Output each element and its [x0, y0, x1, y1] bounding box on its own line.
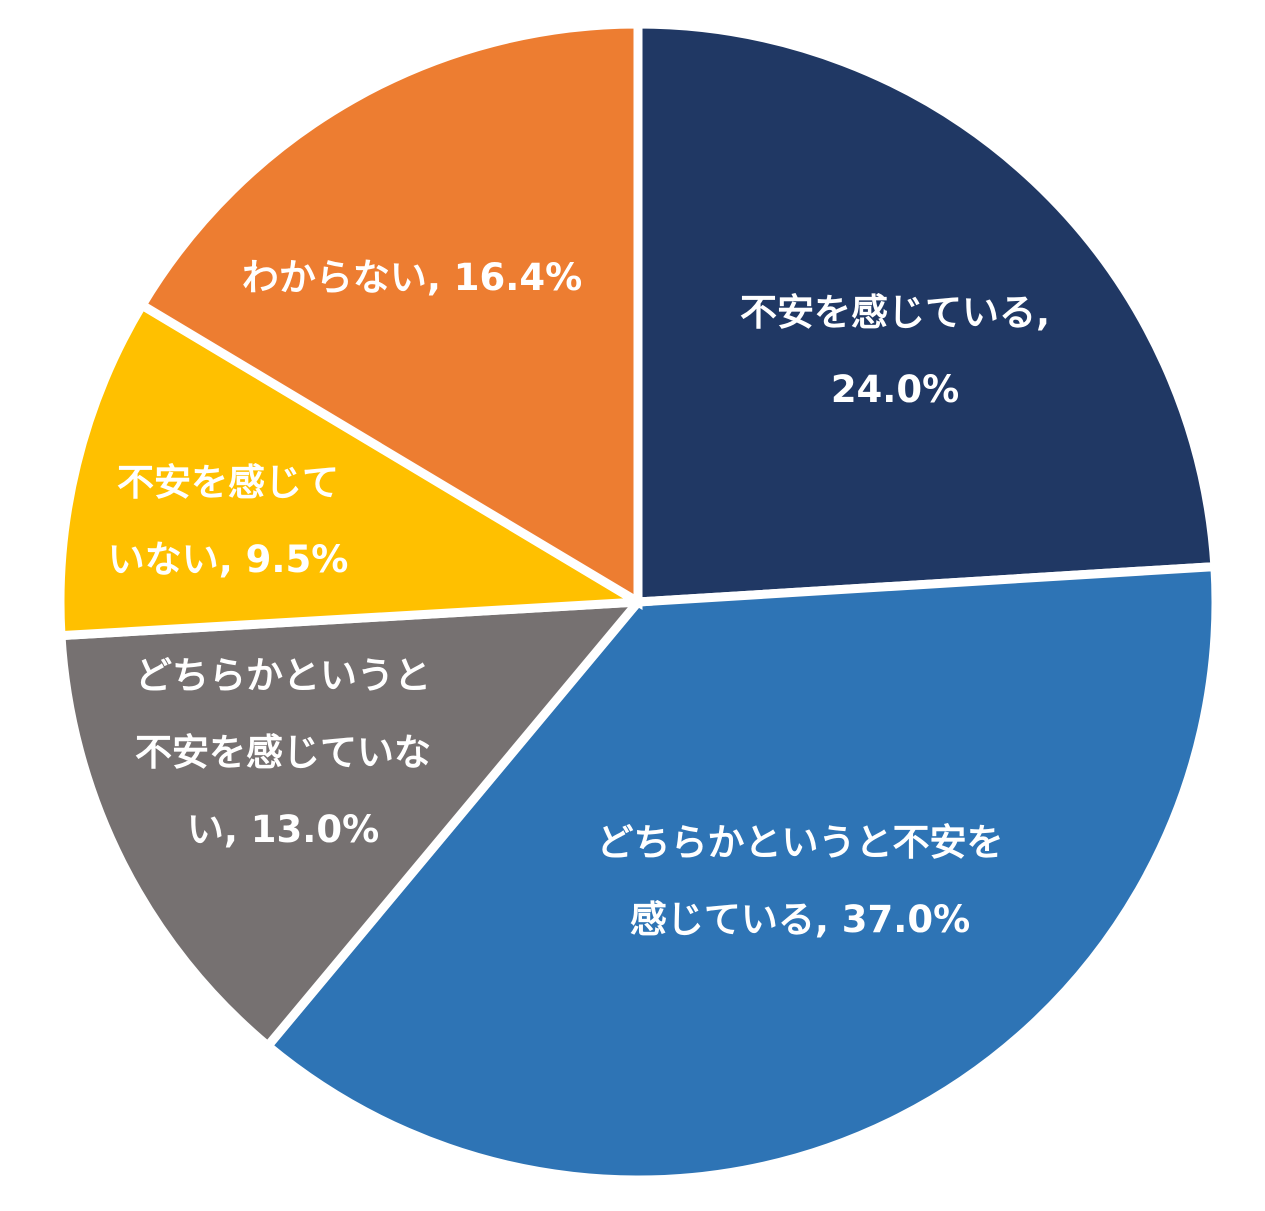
slice-label-1: 不安を感じている, 24.0%	[740, 291, 1050, 411]
slice-label-line: 不安を感じて	[117, 461, 339, 504]
pie-slice-2	[261, 561, 1221, 1185]
slice-label-line: 感じている, 37.0%	[630, 898, 970, 941]
pie-slice-4	[55, 298, 653, 641]
pie-slice-5	[135, 19, 643, 610]
pie-slices	[55, 19, 1221, 1185]
slice-label-line: どちらかというと	[135, 654, 431, 697]
slice-label-line: わからない, 16.4%	[242, 256, 582, 299]
slice-label-line: 不安を感じている,	[740, 291, 1050, 334]
pie-labels: 不安を感じている, 24.0%どちらかというと不安を感じている, 37.0%どちら…	[108, 256, 1050, 941]
slice-label-4: 不安を感じていない, 9.5%	[108, 461, 349, 581]
slice-label-line: どちらかというと不安を	[597, 821, 1004, 864]
slice-label-3: どちらかというと不安を感じていない, 13.0%	[135, 654, 431, 851]
slice-label-line: 不安を感じていな	[135, 731, 431, 774]
slice-label-5: わからない, 16.4%	[242, 256, 582, 299]
slice-label-line: いない, 9.5%	[108, 538, 349, 581]
pie-slice-1	[633, 19, 1220, 607]
pie-slice-3	[56, 596, 649, 1053]
slice-label-line: 24.0%	[831, 368, 959, 411]
slice-label-line: い, 13.0%	[187, 808, 379, 851]
slice-label-2: どちらかというと不安を感じている, 37.0%	[597, 821, 1004, 941]
